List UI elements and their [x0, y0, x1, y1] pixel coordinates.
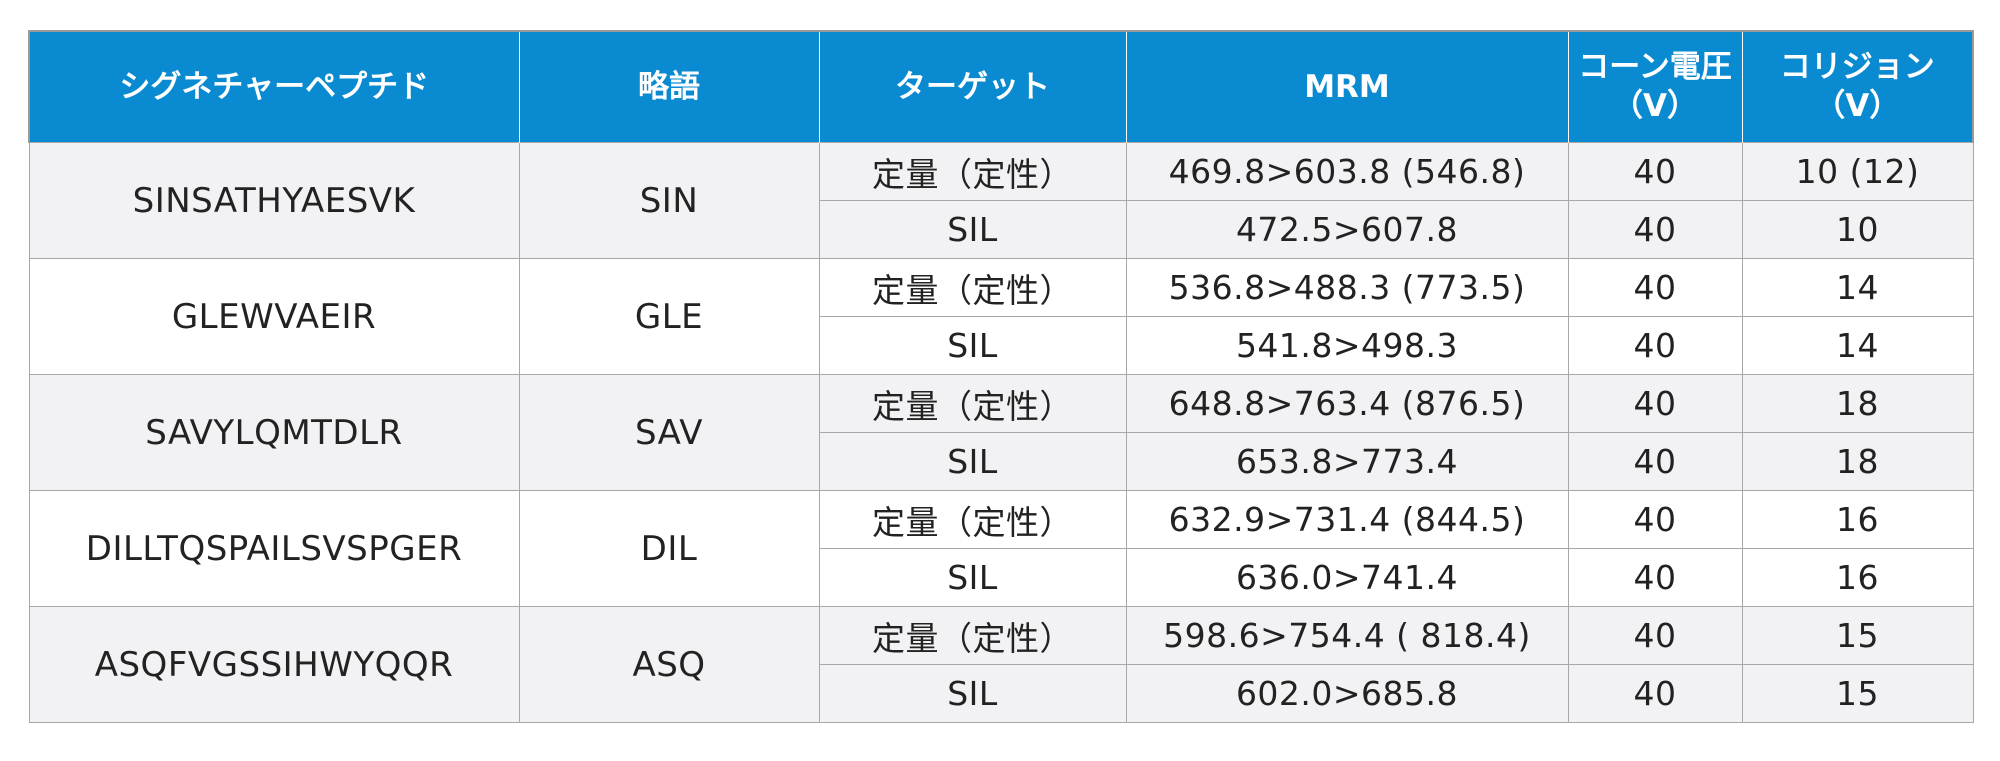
header-peptide: シグネチャーペプチド [28, 30, 520, 143]
mrm-cell: 469.8>603.8 (546.8) [1125, 142, 1569, 201]
table-body: SINSATHYAESVK SIN 定量（定性） 469.8>603.8 (54… [28, 142, 1974, 723]
cone-cell: 40 [1567, 374, 1743, 433]
target-cell: 定量（定性） [818, 606, 1127, 665]
collision-cell: 16 [1741, 490, 1974, 549]
table-row: SIL 653.8>773.4 40 18 [29, 432, 1974, 491]
table-row: SAVYLQMTDLR SAV 定量（定性） 648.8>763.4 (876.… [28, 374, 1974, 491]
header-collision-line1: コリジョン [1779, 49, 1935, 86]
target-cell: 定量（定性） [818, 490, 1127, 549]
collision-cell: 15 [1741, 664, 1974, 723]
cone-cell: 40 [1567, 200, 1743, 259]
mrm-cell: 602.0>685.8 [1125, 664, 1569, 723]
cone-cell: 40 [1567, 316, 1743, 375]
collision-cell: 16 [1741, 548, 1974, 607]
target-cell: SIL [818, 316, 1127, 375]
collision-cell: 10 [1741, 200, 1974, 259]
mrm-cell: 536.8>488.3 (773.5) [1125, 258, 1569, 317]
abbr-cell: SIN [518, 142, 820, 259]
table-row: GLEWVAEIR GLE 定量（定性） 536.8>488.3 (773.5)… [28, 258, 1974, 375]
header-cone-line1: コーン電圧 [1578, 49, 1732, 86]
peptide-cell: SAVYLQMTDLR [28, 374, 520, 491]
collision-cell: 14 [1741, 316, 1974, 375]
cone-cell: 40 [1567, 606, 1743, 665]
header-collision-line2: （V） [1814, 88, 1901, 124]
abbr-cell: DIL [518, 490, 820, 607]
target-cell: SIL [818, 664, 1127, 723]
target-cell: SIL [818, 200, 1127, 259]
peptide-cell: ASQFVGSSIHWYQQR [28, 606, 520, 723]
target-cell: 定量（定性） [818, 374, 1127, 433]
target-cell: SIL [818, 548, 1127, 607]
target-cell: 定量（定性） [818, 142, 1127, 201]
abbr-cell: SAV [518, 374, 820, 491]
collision-cell: 14 [1741, 258, 1974, 317]
cone-cell: 40 [1567, 490, 1743, 549]
mrm-cell: 541.8>498.3 [1125, 316, 1569, 375]
header-mrm: MRM [1126, 30, 1569, 143]
collision-cell: 18 [1741, 374, 1974, 433]
header-row: シグネチャーペプチド 略語 ターゲット MRM コーン電圧 （V） コリジョン （V… [28, 30, 1974, 143]
cone-cell: 40 [1567, 664, 1743, 723]
table-header: シグネチャーペプチド 略語 ターゲット MRM コーン電圧 （V） コリジョン （V… [28, 30, 1974, 143]
mrm-cell: 648.8>763.4 (876.5) [1125, 374, 1569, 433]
cone-cell: 40 [1567, 548, 1743, 607]
abbr-cell: GLE [518, 258, 820, 375]
collision-cell: 15 [1741, 606, 1974, 665]
mrm-cell: 632.9>731.4 (844.5) [1125, 490, 1569, 549]
header-cone-voltage: コーン電圧 （V） [1568, 30, 1743, 143]
collision-cell: 18 [1741, 432, 1974, 491]
table-row: SINSATHYAESVK SIN 定量（定性） 469.8>603.8 (54… [28, 142, 1974, 259]
mrm-parameters-table: シグネチャーペプチド 略語 ターゲット MRM コーン電圧 （V） コリジョン （V… [28, 30, 1974, 723]
mrm-cell: 636.0>741.4 [1125, 548, 1569, 607]
peptide-cell: SINSATHYAESVK [28, 142, 520, 259]
cone-cell: 40 [1567, 142, 1743, 201]
cone-cell: 40 [1567, 432, 1743, 491]
mrm-cell: 598.6>754.4 ( 818.4) [1125, 606, 1569, 665]
header-cone-line2: （V） [1612, 88, 1698, 124]
mrm-cell: 653.8>773.4 [1125, 432, 1569, 491]
peptide-cell: GLEWVAEIR [28, 258, 520, 375]
cone-cell: 40 [1567, 258, 1743, 317]
target-cell: SIL [818, 432, 1127, 491]
header-target: ターゲット [819, 30, 1127, 143]
abbr-cell: ASQ [518, 606, 820, 723]
table-row: SIL 472.5>607.8 40 10 [29, 200, 1974, 259]
mrm-cell: 472.5>607.8 [1125, 200, 1569, 259]
collision-cell: 10 (12) [1741, 142, 1974, 201]
table-row: DILLTQSPAILSVSPGER DIL 定量（定性） 632.9>731.… [28, 490, 1974, 607]
table-row: SIL 541.8>498.3 40 14 [29, 316, 1974, 375]
table-row: SIL 602.0>685.8 40 15 [29, 664, 1974, 723]
header-abbr: 略語 [519, 30, 820, 143]
table-row: ASQFVGSSIHWYQQR ASQ 定量（定性） 598.6>754.4 (… [28, 606, 1974, 723]
peptide-cell: DILLTQSPAILSVSPGER [28, 490, 520, 607]
target-cell: 定量（定性） [818, 258, 1127, 317]
header-collision: コリジョン （V） [1742, 30, 1974, 143]
